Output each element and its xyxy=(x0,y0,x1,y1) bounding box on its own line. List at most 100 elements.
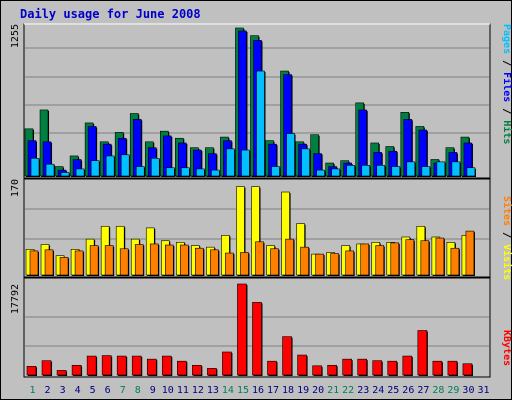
kbytes-bar xyxy=(207,368,217,376)
middle-bars xyxy=(25,186,475,276)
sites-bar xyxy=(285,238,294,276)
x-label: 24 xyxy=(372,385,384,396)
sites-bar xyxy=(390,242,400,276)
x-label: 2 xyxy=(45,385,51,396)
legend-pages: Pages xyxy=(501,24,512,54)
sites-bar xyxy=(315,253,324,276)
kbytes-bar xyxy=(297,354,307,376)
x-label: 31 xyxy=(477,385,489,396)
x-label: 9 xyxy=(150,385,156,396)
x-label: 23 xyxy=(357,385,369,396)
kbytes-bar xyxy=(342,358,352,376)
kbytes-bar xyxy=(192,364,202,376)
bottom-y-max-label: 17792 xyxy=(10,284,21,314)
top-legend-text: Pages / Files / Hits xyxy=(501,24,512,144)
x-label: 12 xyxy=(192,385,204,396)
pages-bar xyxy=(211,169,220,177)
x-label: 13 xyxy=(207,385,219,396)
legend-hits: Hits xyxy=(501,120,512,144)
pages-bar xyxy=(286,133,295,177)
x-axis-labels: 1 2 3 4 5 6 7 8 9 10 11 12 13 14 15 16 17 18 19 20 21 22 23 24 2… xyxy=(30,385,490,396)
x-label: 8 xyxy=(135,385,141,396)
pages-bar xyxy=(90,160,100,177)
kbytes-bar xyxy=(252,302,262,376)
x-label: 16 xyxy=(252,385,264,396)
x-label: 25 xyxy=(387,385,399,396)
sites-bar xyxy=(180,244,189,276)
pages-bar xyxy=(150,158,160,177)
kbytes-bar xyxy=(116,355,127,376)
pages-bar xyxy=(421,166,431,177)
pages-bar xyxy=(376,165,386,177)
pages-bar xyxy=(361,165,371,177)
pages-bar xyxy=(226,148,235,177)
x-label: 22 xyxy=(342,385,354,396)
sites-bar xyxy=(89,245,99,276)
bottom-bars xyxy=(26,283,473,376)
bottom-legend: KBytes xyxy=(501,330,512,366)
sites-bar xyxy=(225,252,234,276)
sites-bar xyxy=(104,245,114,276)
pages-bar xyxy=(271,166,280,177)
x-label: 10 xyxy=(162,385,174,396)
pages-bar xyxy=(75,168,85,177)
x-label: 7 xyxy=(120,385,126,396)
pages-bar xyxy=(466,167,476,177)
pages-bar xyxy=(316,169,325,177)
pages-bar xyxy=(165,167,175,177)
sites-bar xyxy=(29,250,39,276)
x-label: 29 xyxy=(447,385,459,396)
kbytes-bar xyxy=(146,358,157,376)
x-label: 4 xyxy=(75,385,81,396)
sites-bar xyxy=(210,249,219,276)
kbytes-bar xyxy=(402,355,413,376)
x-label: 21 xyxy=(327,385,339,396)
sites-bar xyxy=(44,249,54,276)
pages-bar xyxy=(451,161,461,177)
pages-bar xyxy=(301,148,310,177)
kbytes-bar xyxy=(327,364,337,376)
sites-bar xyxy=(74,250,84,276)
sites-bar xyxy=(119,248,129,276)
legend-sites: Sites xyxy=(501,196,512,226)
pages-bar xyxy=(241,149,250,177)
kbytes-bar xyxy=(387,360,398,376)
sites-bar xyxy=(59,257,69,276)
x-label: 1 xyxy=(30,385,36,396)
sites-bar xyxy=(270,248,279,276)
kbytes-bar xyxy=(447,360,458,376)
kbytes-bar xyxy=(282,336,292,376)
pages-bar xyxy=(181,167,190,177)
kbytes-bar xyxy=(86,355,97,376)
sites-bar xyxy=(164,244,174,276)
kbytes-bar xyxy=(357,358,368,376)
x-label: 17 xyxy=(267,385,279,396)
kbytes-bar xyxy=(237,283,247,376)
pages-bar xyxy=(45,163,55,177)
legend-files: Files xyxy=(501,72,512,102)
x-label: 18 xyxy=(282,385,294,396)
x-label: 11 xyxy=(177,385,189,396)
x-label: 6 xyxy=(105,385,111,396)
x-label: 14 xyxy=(222,385,234,396)
sites-bar xyxy=(149,243,159,276)
top-bars xyxy=(24,27,476,177)
sites-bar xyxy=(435,237,445,276)
middle-legend-text: Sites / Visits xyxy=(501,196,512,280)
x-label: 15 xyxy=(237,385,249,396)
x-label: 5 xyxy=(90,385,96,396)
kbytes-bar xyxy=(312,365,322,376)
top-legend: Pages / Files / Hits xyxy=(501,24,512,144)
x-label: 26 xyxy=(402,385,414,396)
chart-title: Daily usage for June 2008 xyxy=(20,7,201,21)
sites-bar xyxy=(450,247,460,276)
x-label: 28 xyxy=(432,385,444,396)
legend-kbytes: KBytes xyxy=(501,330,512,366)
kbytes-bar xyxy=(161,355,172,376)
kbytes-bar xyxy=(131,355,142,376)
kbytes-bar xyxy=(267,360,277,376)
sites-bar xyxy=(255,241,264,276)
sites-bar xyxy=(375,245,385,276)
sites-bar xyxy=(405,239,415,276)
